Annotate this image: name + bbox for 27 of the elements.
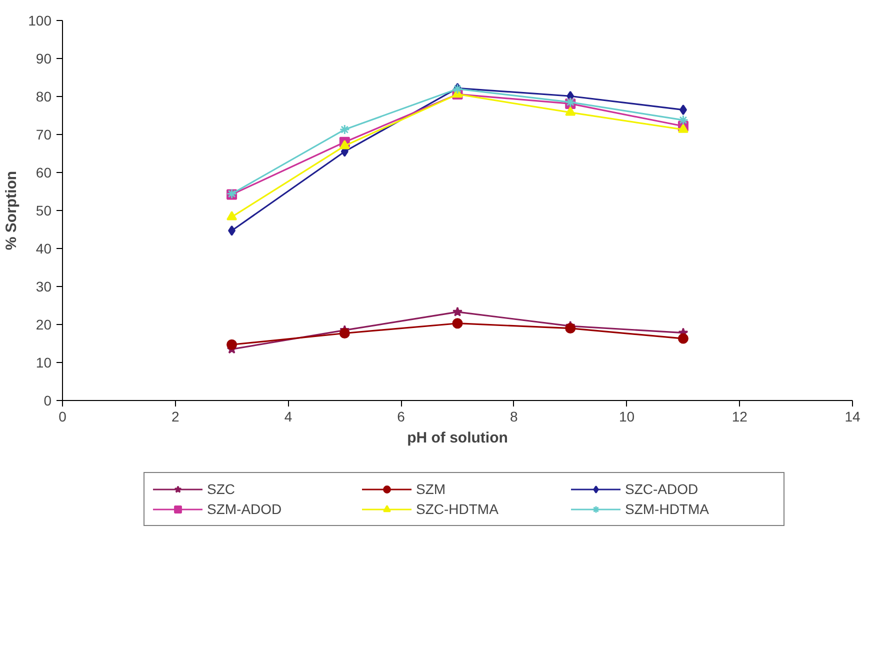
legend-label: SZM-HDTMA bbox=[625, 501, 710, 517]
y-tick-label: 0 bbox=[44, 392, 52, 408]
legend-label: SZM bbox=[416, 481, 447, 497]
x-tick-label: 14 bbox=[844, 408, 860, 424]
legend-label: SZC-ADOD bbox=[625, 481, 700, 497]
x-axis-title: pH of solution bbox=[407, 430, 508, 446]
y-tick-label: 70 bbox=[36, 126, 52, 142]
y-axis-title: % Sorption bbox=[3, 170, 20, 250]
x-tick-label: 2 bbox=[171, 408, 180, 424]
y-tick-label: 20 bbox=[36, 316, 52, 332]
legend-label: SZM-ADOD bbox=[207, 501, 283, 517]
x-tick-label: 4 bbox=[284, 408, 292, 424]
legend-label: SZC-HDTMA bbox=[416, 501, 500, 517]
x-tick-label: 10 bbox=[619, 408, 635, 424]
legend-label: SZC bbox=[207, 481, 236, 497]
y-tick-label: 100 bbox=[28, 12, 52, 28]
y-tick-label: 60 bbox=[36, 164, 52, 180]
y-tick-label: 10 bbox=[36, 354, 52, 370]
y-tick-label: 30 bbox=[36, 278, 52, 294]
x-tick-label: 12 bbox=[732, 408, 748, 424]
y-tick-label: 40 bbox=[36, 240, 52, 256]
y-tick-label: 50 bbox=[36, 202, 52, 218]
y-tick-label: 80 bbox=[36, 88, 52, 104]
y-tick-label: 90 bbox=[36, 50, 52, 66]
x-tick-label: 8 bbox=[510, 408, 518, 424]
x-tick-label: 0 bbox=[58, 408, 67, 424]
x-tick-label: 6 bbox=[397, 408, 406, 424]
